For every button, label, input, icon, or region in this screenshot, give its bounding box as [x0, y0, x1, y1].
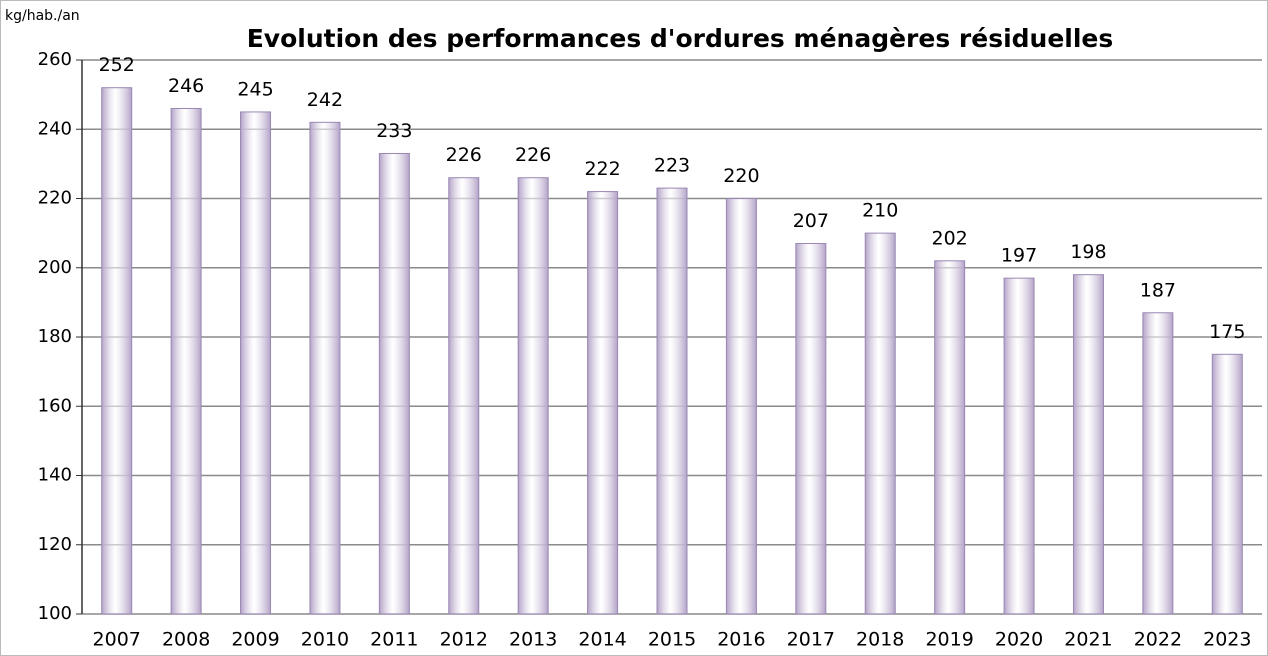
bar: [378, 152, 410, 615]
bar: [934, 260, 966, 615]
bar: [1072, 274, 1104, 615]
x-tick-label: 2012: [440, 629, 488, 651]
y-tick-label: 120: [38, 534, 72, 555]
x-tick-label: 2019: [925, 629, 973, 651]
x-tick-label: 2008: [162, 629, 210, 651]
data-label: 175: [1209, 321, 1245, 343]
bar: [1003, 277, 1035, 615]
bar: [864, 232, 896, 615]
data-label: 187: [1140, 279, 1176, 301]
data-label: 220: [723, 165, 759, 187]
x-tick-label: 2010: [301, 629, 349, 651]
data-label: 242: [307, 89, 343, 111]
y-tick-label: 240: [38, 118, 72, 139]
data-label: 223: [654, 155, 690, 177]
bar: [309, 121, 341, 615]
data-label: 245: [237, 78, 273, 100]
bar: [1142, 312, 1174, 615]
x-tick-label: 2007: [93, 629, 141, 651]
x-tick-label: 2009: [231, 629, 279, 651]
data-label: 226: [515, 144, 551, 166]
data-label: 252: [99, 54, 135, 76]
x-tick-label: 2016: [717, 629, 765, 651]
x-tick-label: 2017: [787, 629, 835, 651]
x-tick-label: 2011: [370, 629, 418, 651]
bar: [587, 191, 619, 615]
x-tick-label: 2014: [578, 629, 626, 651]
data-label: 197: [1001, 245, 1037, 267]
y-tick-label: 180: [38, 326, 72, 347]
bar: [1211, 353, 1243, 615]
y-tick-label: 100: [38, 603, 72, 624]
y-tick-label: 200: [38, 257, 72, 278]
chart-title: Evolution des performances d'ordures mén…: [247, 24, 1114, 53]
x-tick-label: 2023: [1203, 629, 1251, 651]
bar: [448, 177, 480, 615]
bar: [656, 187, 688, 615]
data-label: 226: [446, 144, 482, 166]
y-tick-label: 160: [38, 395, 72, 416]
data-label: 202: [932, 227, 968, 249]
y-axis-label: kg/hab./an: [5, 8, 80, 24]
bar: [795, 243, 827, 615]
bar: [101, 87, 133, 615]
data-label: 246: [168, 75, 204, 97]
x-tick-label: 2013: [509, 629, 557, 651]
y-tick-label: 140: [38, 465, 72, 486]
x-tick-label: 2021: [1064, 629, 1112, 651]
bar: [517, 177, 549, 615]
bar: [725, 198, 757, 615]
bar: [240, 111, 272, 615]
data-label: 222: [584, 158, 620, 180]
data-label: 233: [376, 120, 412, 142]
x-tick-label: 2022: [1134, 629, 1182, 651]
y-tick-label: 220: [38, 188, 72, 209]
data-label: 198: [1070, 241, 1106, 263]
data-label: 210: [862, 200, 898, 222]
x-tick-label: 2018: [856, 629, 904, 651]
bar: [170, 107, 202, 615]
x-tick-label: 2020: [995, 629, 1043, 651]
data-label: 207: [793, 210, 829, 232]
y-tick-label: 260: [38, 49, 72, 70]
x-tick-label: 2015: [648, 629, 696, 651]
